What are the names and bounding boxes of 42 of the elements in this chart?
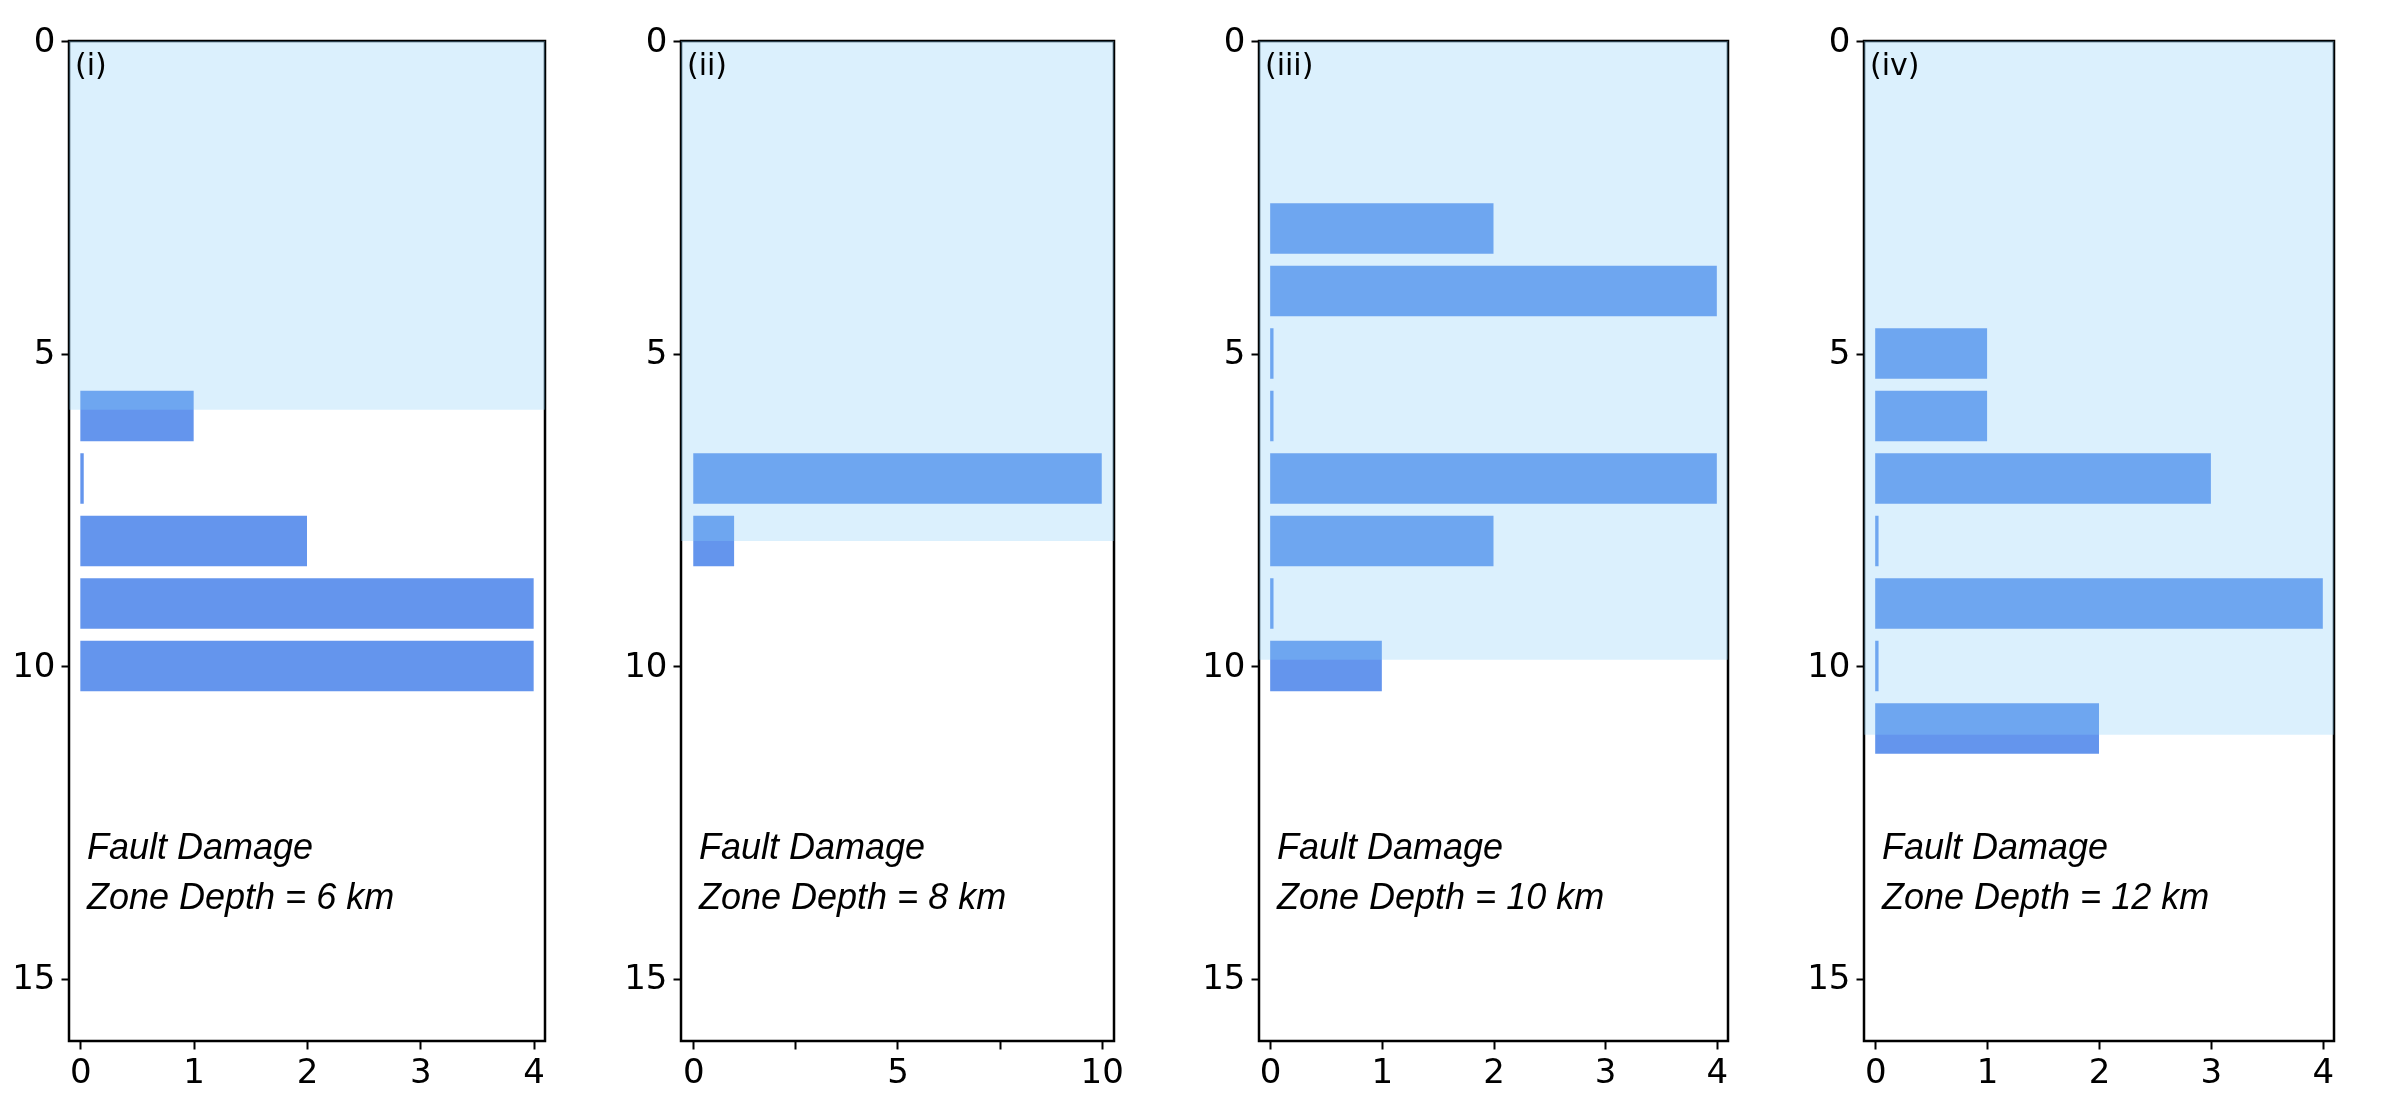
y-tick-label: 5 — [33, 332, 56, 372]
annotation: Fault Damage Zone Depth = 6 km — [86, 826, 395, 917]
y-tick-label: 10 — [1807, 644, 1851, 685]
x-tick-label: 0 — [1864, 1050, 1887, 1091]
y-tick-label: 5 — [1223, 332, 1246, 372]
x-tick-label: 3 — [1594, 1050, 1617, 1091]
annotation: (ii) — [687, 47, 728, 82]
y-tick-label: 0 — [1223, 19, 1246, 60]
x-tick-label: 5 — [887, 1050, 909, 1091]
x-tick-label: 3 — [2200, 1050, 2223, 1091]
y-tick-label: 15 — [624, 957, 668, 997]
annotation: (iii) — [1265, 47, 1314, 82]
x-tick-label: 0 — [1259, 1050, 1282, 1091]
y-tick-label: 15 — [12, 957, 56, 997]
y-tick-label: 0 — [33, 19, 56, 60]
annotation: (i) — [75, 47, 107, 82]
y-tick-label: 10 — [1202, 644, 1246, 685]
x-tick-label: 2 — [296, 1050, 319, 1091]
y-tick-label: 15 — [1202, 957, 1246, 997]
x-tick-label: 2 — [2088, 1050, 2111, 1091]
x-tick-label: 2 — [1483, 1050, 1505, 1091]
y-tick-label: 10 — [624, 644, 668, 685]
x-tick-label: 1 — [183, 1050, 205, 1091]
annotation: Fault Damage Zone Depth = 10 km — [1276, 826, 1605, 917]
y-tick-label: 0 — [1828, 19, 1851, 60]
annotation: Fault Damage Zone Depth = 12 km — [1881, 826, 2210, 917]
annotation: (iv) — [1870, 47, 1920, 82]
x-tick-label: 3 — [410, 1050, 432, 1091]
x-tick-label: 1 — [1371, 1050, 1394, 1091]
x-tick-label: 0 — [682, 1050, 705, 1091]
x-tick-label: 4 — [1706, 1050, 1729, 1091]
annotation: Fault Damage Zone Depth = 8 km — [698, 826, 1007, 917]
y-tick-label: 5 — [1828, 332, 1851, 372]
y-tick-label: 5 — [645, 332, 668, 372]
y-tick-label: 0 — [645, 19, 668, 60]
x-tick-label: 4 — [523, 1050, 545, 1091]
x-tick-label: 1 — [1976, 1050, 1999, 1091]
x-tick-label: 10 — [1080, 1050, 1124, 1091]
y-tick-label: 15 — [1807, 957, 1851, 997]
x-tick-label: 4 — [2312, 1050, 2335, 1091]
x-tick-label: 0 — [70, 1050, 92, 1091]
y-tick-label: 10 — [12, 644, 56, 685]
